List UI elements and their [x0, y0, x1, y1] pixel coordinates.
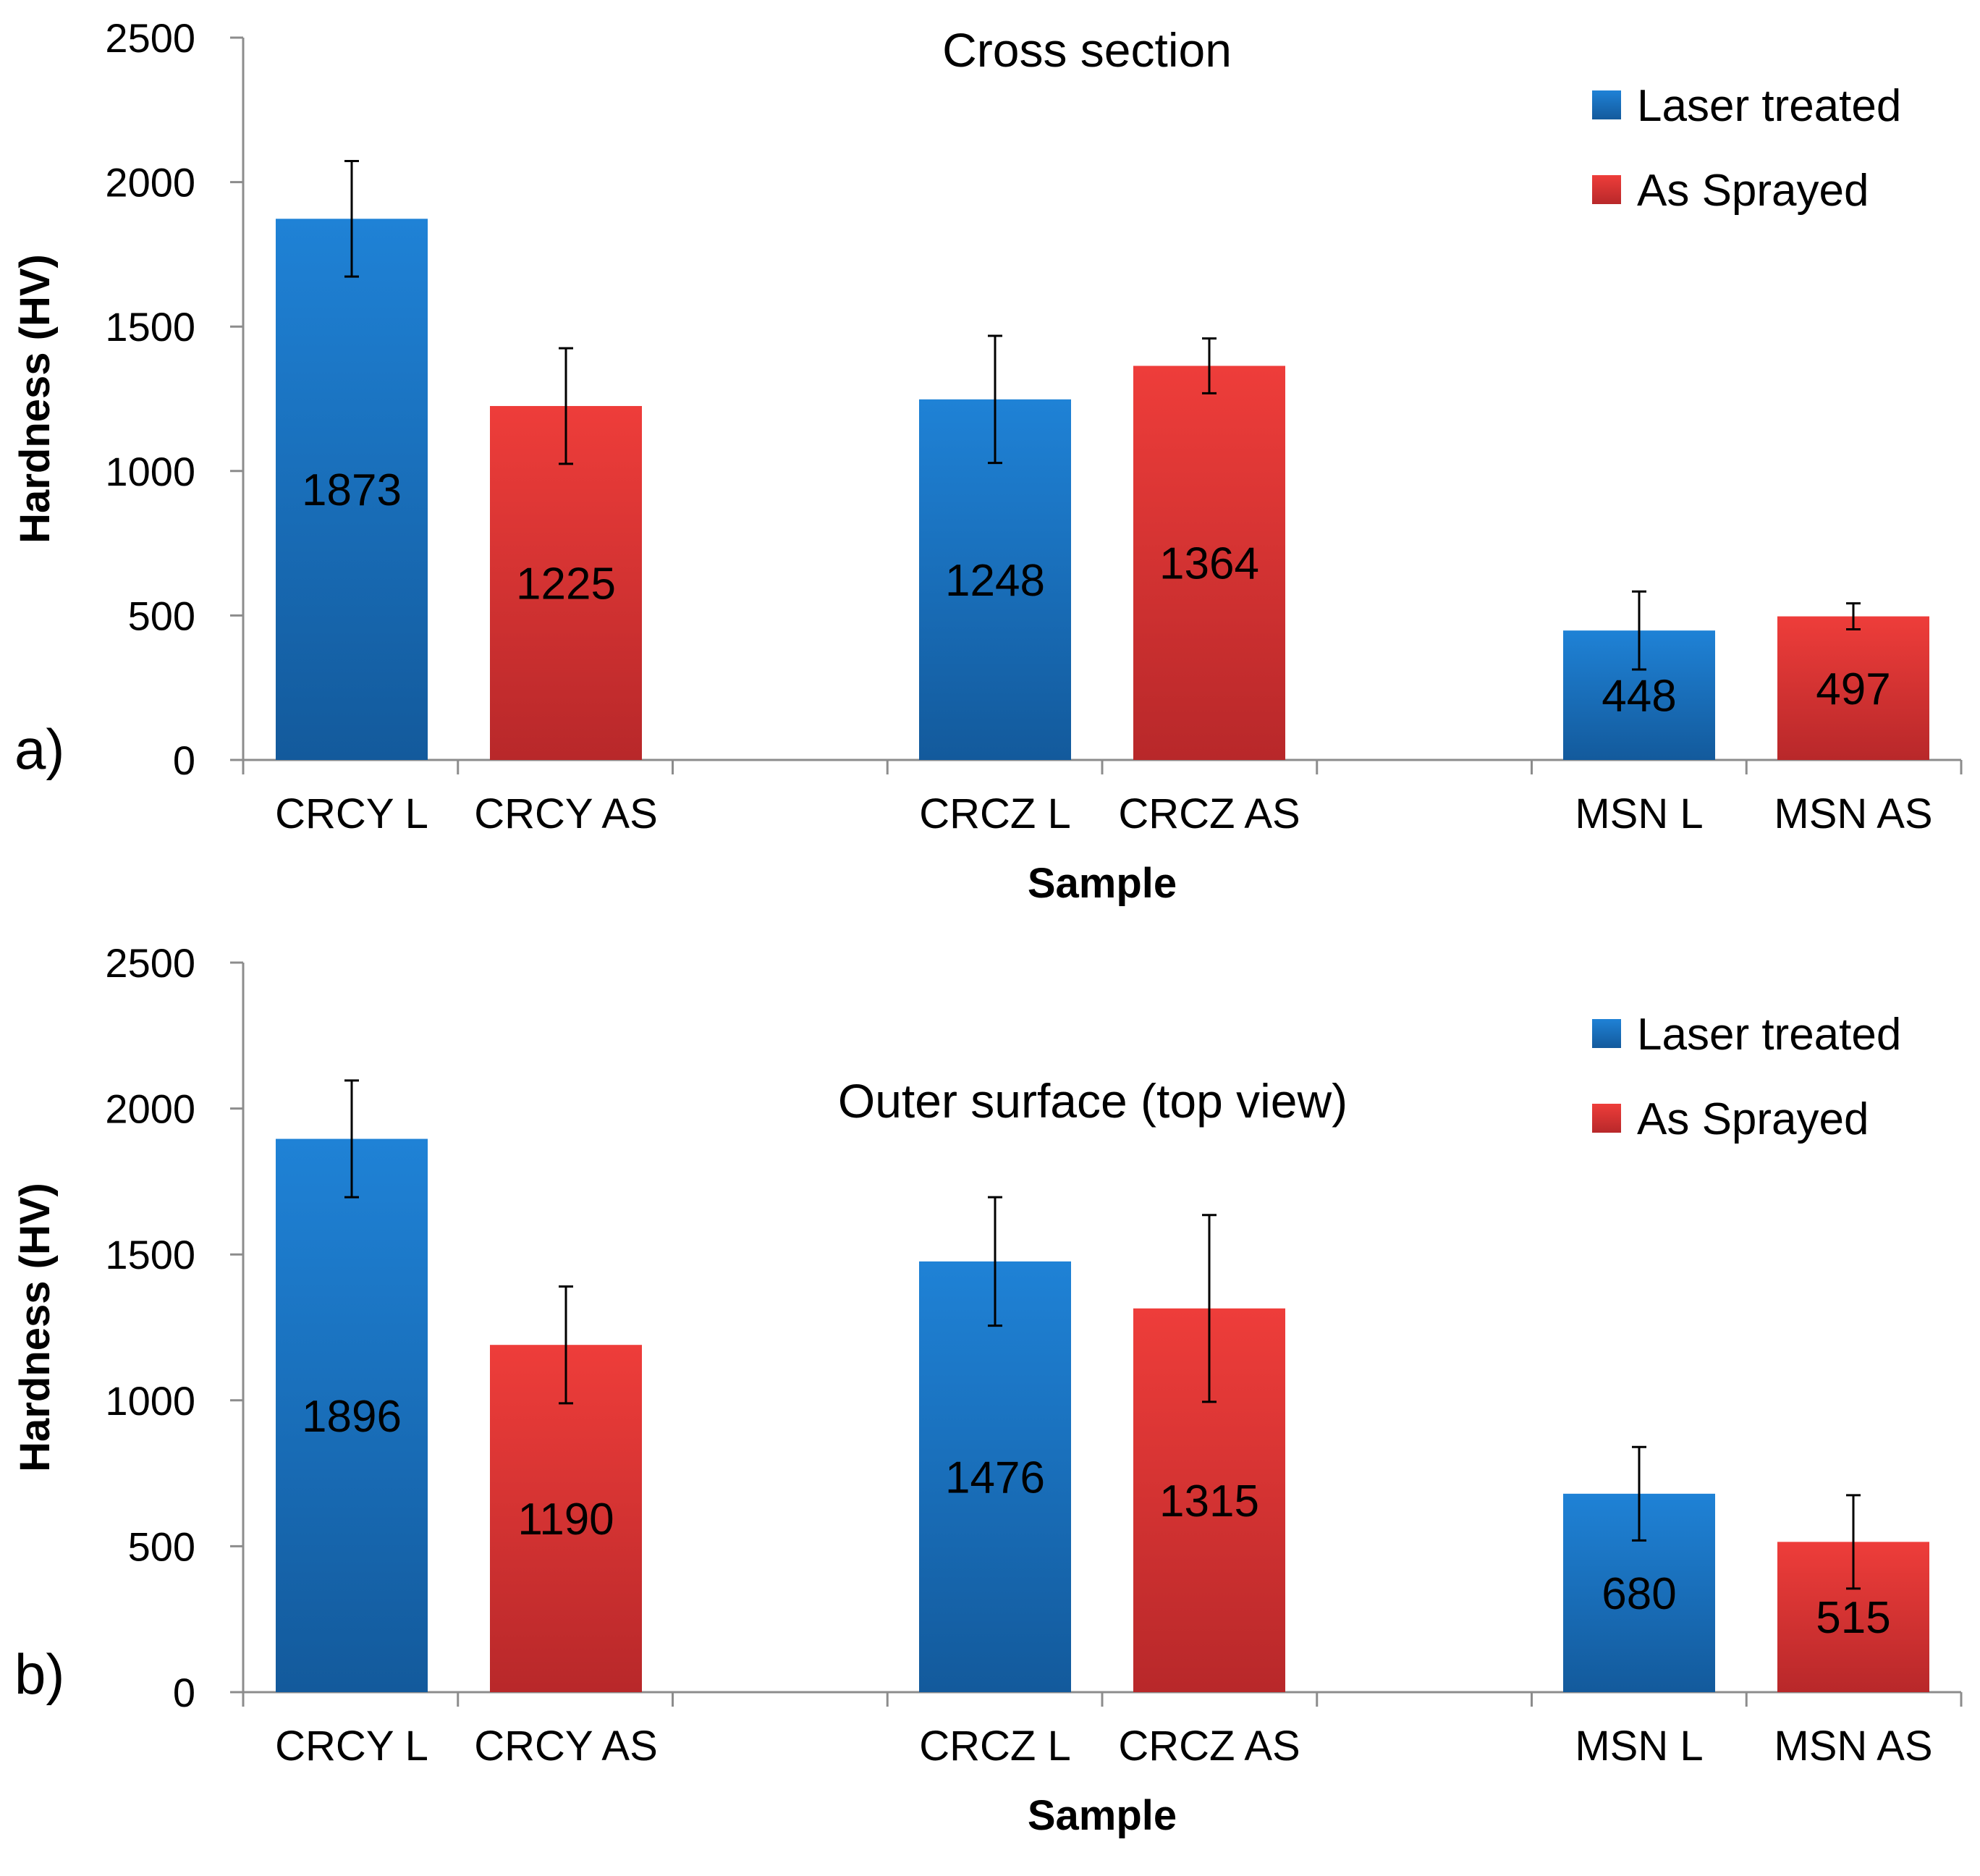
y-tick-label: 2000 — [105, 160, 195, 206]
data-label: 1225 — [516, 559, 616, 609]
data-label: 1896 — [302, 1392, 402, 1442]
data-label: 497 — [1816, 664, 1890, 714]
data-label: 1476 — [945, 1453, 1045, 1503]
chart-panel-b: 0 500 1000 1500 2000 2500 1896 CRCY L 1190 CRCY A… — [12, 940, 1963, 1839]
y-tick-label: 2500 — [105, 15, 195, 61]
y-tick-label: 1500 — [105, 304, 195, 350]
category-label: CRCY L — [275, 790, 428, 837]
y-tick-label: 1000 — [105, 1378, 195, 1424]
data-label: 1248 — [945, 556, 1045, 606]
legend-label: Laser treated — [1637, 1010, 1901, 1060]
panel-label: a) — [14, 717, 64, 781]
y-tick-label: 0 — [173, 1670, 195, 1715]
data-label: 1873 — [302, 465, 402, 515]
y-tick-label: 500 — [128, 1524, 195, 1569]
y-axis-title: Hardness (HV) — [12, 1183, 59, 1472]
legend-swatch — [1592, 175, 1621, 204]
legend-label: As Sprayed — [1637, 166, 1869, 216]
category-label: MSN AS — [1774, 1723, 1932, 1770]
bar-crcy-l — [276, 219, 428, 760]
legend-swatch — [1592, 1019, 1621, 1048]
category-label: CRCY AS — [474, 790, 658, 837]
y-tick-label: 2000 — [105, 1086, 195, 1132]
category-label: MSN L — [1575, 790, 1703, 837]
bar-crcy-as — [490, 405, 642, 760]
y-axis-title: Hardness (HV) — [12, 254, 59, 544]
legend-swatch — [1592, 90, 1621, 119]
chart-panel-a: 0 500 1000 1500 2000 2500 1873 CRCY L 1225 CRCY A… — [12, 15, 1963, 907]
category-label: CRCY L — [275, 1723, 428, 1770]
data-label: 1364 — [1159, 539, 1259, 589]
bar-crcz-l — [919, 1261, 1071, 1692]
y-tick-label: 2500 — [105, 940, 195, 986]
category-label: CRCZ AS — [1118, 790, 1300, 837]
data-label: 680 — [1602, 1569, 1676, 1619]
data-label: 1190 — [517, 1495, 614, 1545]
x-axis-title: Sample — [1028, 1792, 1177, 1839]
y-tick-label: 0 — [173, 738, 195, 783]
bar-msn-as — [1777, 616, 1929, 760]
category-label: CRCZ L — [919, 1723, 1070, 1770]
bar-crcy-l — [276, 1138, 428, 1692]
panel-label: b) — [14, 1642, 64, 1706]
y-tick-label: 500 — [128, 593, 195, 638]
y-tick-label: 1500 — [105, 1232, 195, 1277]
category-label: CRCZ L — [919, 790, 1070, 837]
legend-swatch — [1592, 1104, 1621, 1133]
legend-label: As Sprayed — [1637, 1094, 1869, 1144]
data-label: 515 — [1816, 1593, 1890, 1643]
category-label: CRCY AS — [474, 1723, 658, 1770]
data-label: 448 — [1602, 672, 1676, 722]
data-label: 1315 — [1159, 1476, 1259, 1526]
chart-title: Cross section — [942, 23, 1232, 77]
category-label: MSN AS — [1774, 790, 1932, 837]
legend-label: Laser treated — [1637, 81, 1901, 131]
chart-title: Outer surface (top view) — [838, 1074, 1348, 1128]
category-label: CRCZ AS — [1118, 1723, 1300, 1770]
category-label: MSN L — [1575, 1723, 1703, 1770]
y-tick-label: 1000 — [105, 449, 195, 494]
bar-crcz-as — [1133, 366, 1285, 760]
x-axis-title: Sample — [1028, 860, 1177, 907]
